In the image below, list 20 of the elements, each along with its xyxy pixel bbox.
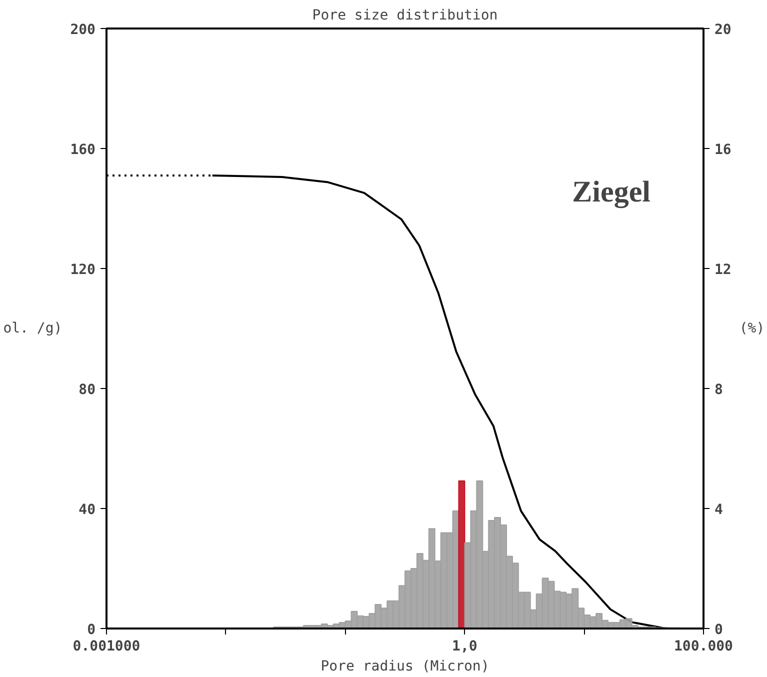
chart-title: Pore size distribution <box>312 8 498 24</box>
y-tick-label: 120 <box>70 262 96 278</box>
y-tick-label: 40 <box>78 502 96 518</box>
y2-tick-label: 8 <box>714 382 723 398</box>
y-axis-title: ol. /g) <box>3 320 62 336</box>
y-tick-label: 80 <box>78 382 96 398</box>
y-tick-label: 160 <box>70 142 96 158</box>
x-axis-title: Pore radius (Micron) <box>320 658 490 674</box>
y2-tick-label: 12 <box>714 262 732 278</box>
x-tick-label: 0.001000 <box>72 638 140 654</box>
y2-tick-label: 4 <box>714 502 723 518</box>
y2-axis-title: (%) <box>739 320 765 336</box>
y-tick-label: 0 <box>87 622 96 638</box>
y2-tick-label: 20 <box>714 22 732 38</box>
y-tick-label: 200 <box>70 22 96 38</box>
annotation: Ziegel <box>572 176 650 208</box>
y2-tick-label: 16 <box>714 142 732 158</box>
x-tick-label: 100.000 <box>674 638 734 654</box>
x-tick-label: 1,0 <box>452 638 478 654</box>
y2-tick-label: 0 <box>714 622 723 638</box>
